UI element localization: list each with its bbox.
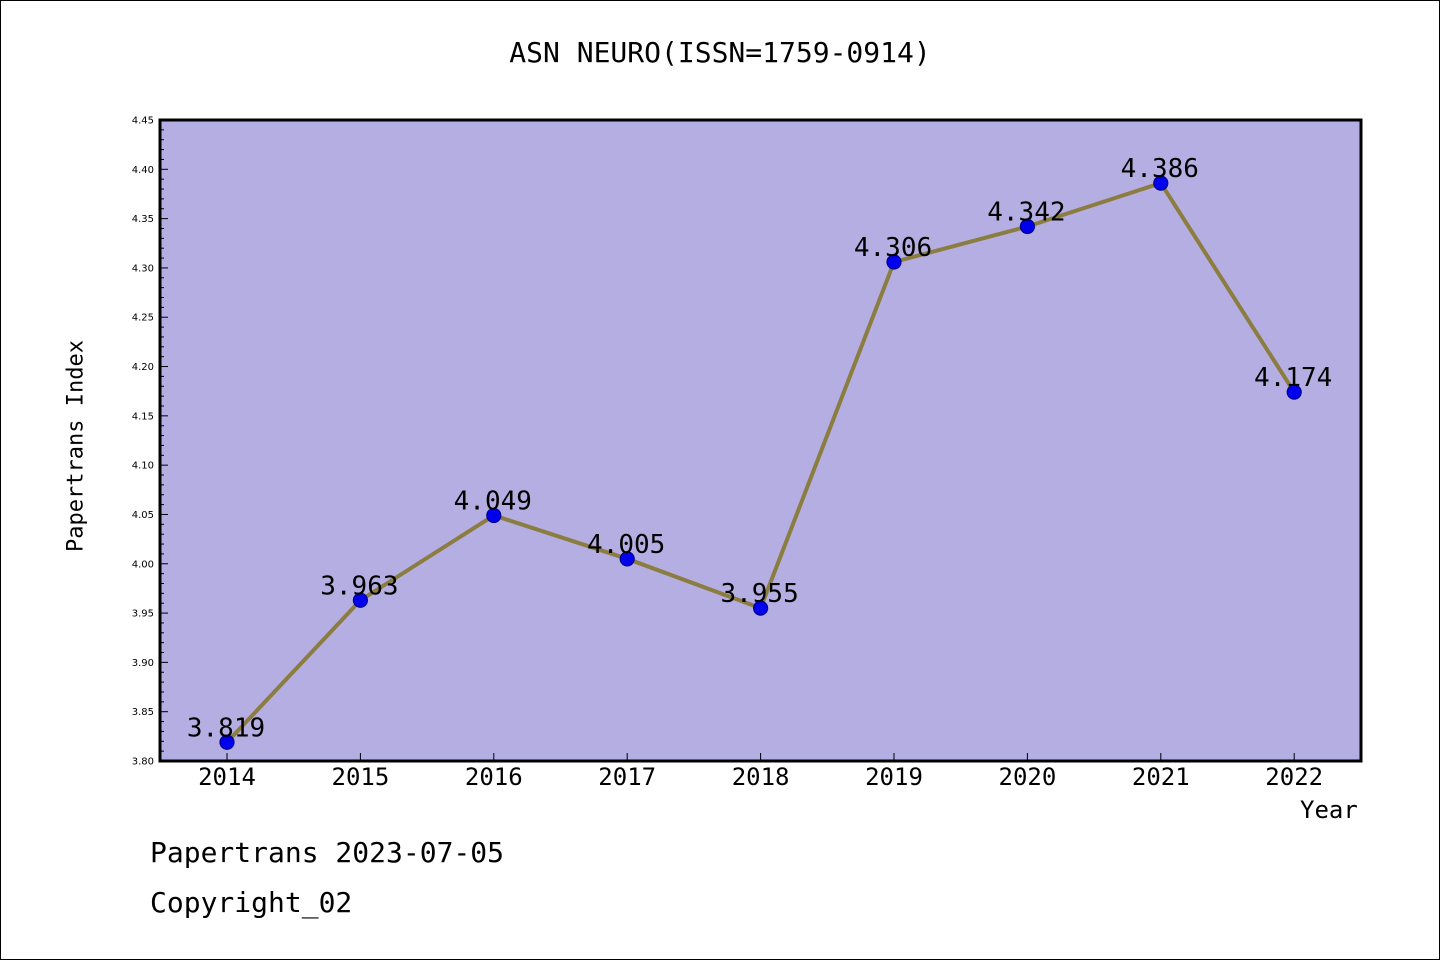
data-point bbox=[752, 600, 769, 616]
plot-border bbox=[158, 118, 1363, 763]
data-label: 4.005 bbox=[587, 530, 665, 560]
y-tick-label: 4.40 bbox=[132, 165, 154, 176]
x-tick-label: 2020 bbox=[999, 763, 1057, 791]
x-axis-label: Year bbox=[1300, 796, 1358, 824]
x-tick-label: 2021 bbox=[1132, 763, 1190, 791]
y-tick-label: 3.85 bbox=[132, 707, 154, 718]
data-point bbox=[1286, 384, 1302, 400]
data-point bbox=[219, 734, 235, 750]
y-tick-label: 4.00 bbox=[132, 559, 154, 570]
data-point bbox=[619, 551, 635, 567]
y-tick-label: 4.20 bbox=[132, 362, 154, 373]
x-tick-label: 2022 bbox=[1265, 763, 1323, 791]
x-tick-label: 2014 bbox=[198, 763, 256, 791]
y-tick-label: 3.90 bbox=[132, 658, 154, 669]
data-point bbox=[886, 254, 902, 270]
y-tick-label: 4.45 bbox=[132, 116, 154, 127]
y-tick-label: 4.05 bbox=[132, 510, 154, 521]
data-label: 3.819 bbox=[187, 713, 265, 743]
y-tick-label: 3.95 bbox=[132, 609, 154, 620]
data-point bbox=[1153, 175, 1169, 191]
y-tick-label: 4.15 bbox=[132, 411, 154, 422]
plot-area bbox=[160, 120, 1361, 761]
y-tick-label: 4.35 bbox=[132, 214, 154, 225]
footer-date-text: Papertrans 2023-07-05 bbox=[150, 836, 505, 869]
data-label: 4.342 bbox=[987, 198, 1065, 228]
chart-title: ASN NEURO(ISSN=1759-0914) bbox=[509, 36, 931, 69]
data-point bbox=[352, 592, 368, 608]
x-tick-label: 2016 bbox=[465, 763, 523, 791]
data-points bbox=[219, 175, 1302, 750]
y-tick-label: 4.10 bbox=[132, 461, 154, 472]
x-tick-label: 2018 bbox=[732, 763, 790, 791]
data-label: 4.306 bbox=[854, 233, 932, 263]
y-axis: 3.80 3.85 3.90 3.95 4.00 4.05 4.10 4.15 4.20 4.25… bbox=[132, 116, 168, 768]
y-tick-label: 3.80 bbox=[132, 757, 154, 768]
x-axis: 2014 2015 2016 2017 2018 2019 2020 2021 2022 bbox=[198, 753, 1323, 791]
x-tick-label: 2019 bbox=[865, 763, 923, 791]
data-label: 3.963 bbox=[320, 571, 398, 601]
data-label: 4.174 bbox=[1254, 363, 1332, 393]
y-tick-label: 4.30 bbox=[132, 263, 154, 274]
data-point bbox=[1019, 218, 1036, 235]
data-labels: 3.819 3.963 4.049 4.005 3.955 4.306 4.342 4.386… bbox=[187, 154, 1332, 743]
data-label: 4.049 bbox=[454, 486, 532, 516]
x-tick-label: 2017 bbox=[598, 763, 656, 791]
y-tick-label: 4.25 bbox=[132, 313, 154, 324]
data-label: 3.955 bbox=[720, 579, 798, 609]
data-point bbox=[486, 507, 502, 524]
footer-copyright-text: Copyright_02 bbox=[150, 886, 353, 919]
x-tick-label: 2015 bbox=[332, 763, 390, 791]
data-label: 4.386 bbox=[1121, 154, 1199, 184]
